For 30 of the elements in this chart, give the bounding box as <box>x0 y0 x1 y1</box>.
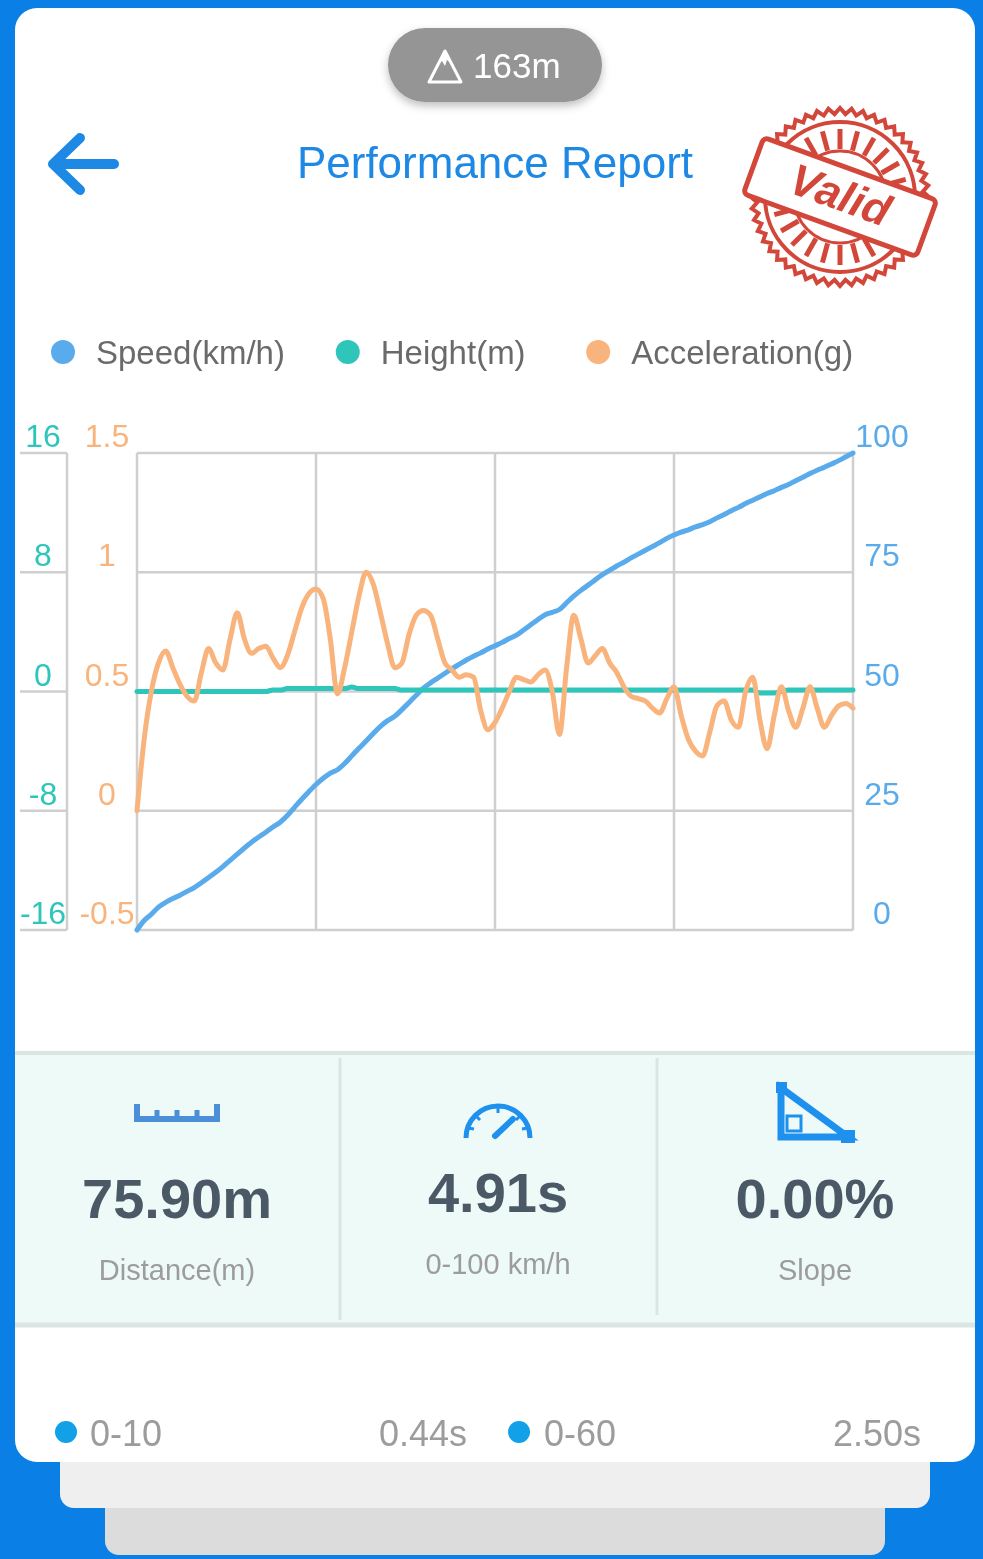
y-tick-label: 1 <box>98 537 116 574</box>
legend-label: Speed(km/h) <box>96 333 285 371</box>
y2-tick-label: 75 <box>864 537 900 574</box>
text: 2.50s <box>832 1413 921 1454</box>
text: 0-10 <box>90 1413 163 1454</box>
text: Distance(m) <box>98 1254 256 1286</box>
text: 0-60 <box>544 1413 617 1454</box>
y3-tick-label: 8 <box>34 537 52 574</box>
y3-tick-label: -8 <box>28 775 58 812</box>
y-tick-label: 0.5 <box>84 656 130 693</box>
y-tick-label: 0 <box>98 775 116 812</box>
text: 0-100 km/h <box>425 1248 571 1280</box>
y3-tick-label: -16 <box>19 895 67 931</box>
y2-tick-label: 25 <box>864 775 900 812</box>
y2-tick-label: 100 <box>855 418 909 454</box>
y3-tick-label: 16 <box>25 418 61 454</box>
text: 163m <box>473 46 561 85</box>
text: 4.91s <box>427 1161 569 1224</box>
text: 0.00% <box>735 1167 895 1230</box>
y-tick-label: 1.5 <box>84 418 130 454</box>
text: 0.44s <box>378 1413 467 1454</box>
legend-label: Acceleration(g) <box>631 333 854 371</box>
chart-title: Performance Report <box>296 138 694 187</box>
y3-tick-label: 0 <box>34 656 52 693</box>
text: 75.90m <box>82 1167 272 1230</box>
text: Slope <box>777 1254 853 1286</box>
y2-tick-label: 0 <box>873 895 891 931</box>
legend-label: Height(m) <box>380 333 526 371</box>
y2-tick-label: 50 <box>864 656 900 693</box>
y-tick-label: -0.5 <box>79 895 135 931</box>
